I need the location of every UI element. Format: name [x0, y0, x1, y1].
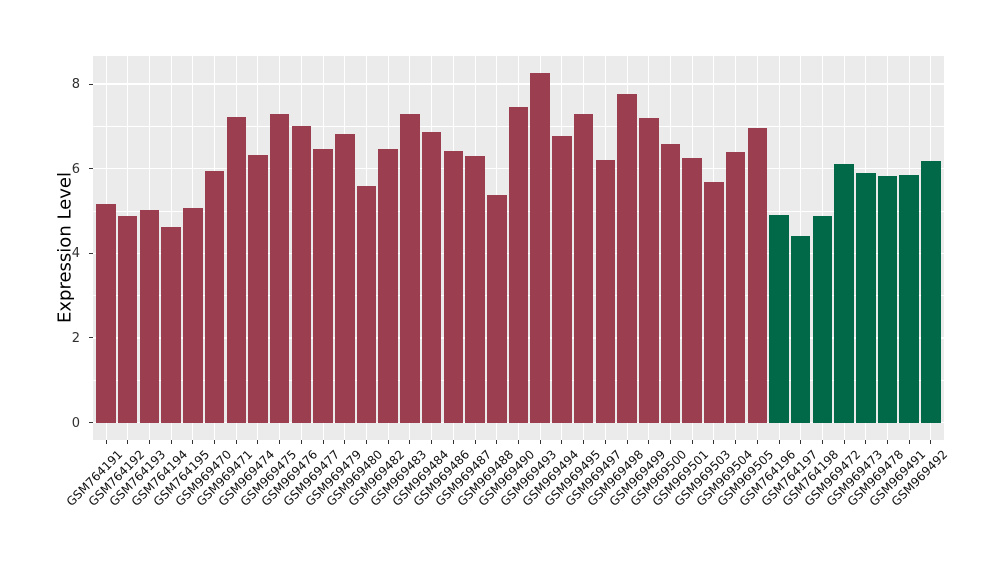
- bar-GSM764197: [790, 235, 811, 423]
- y-tick-mark: [89, 337, 93, 339]
- x-tick-mark: [257, 440, 259, 444]
- bar-GSM764194: [161, 227, 181, 423]
- y-tick-label: 0: [71, 415, 80, 431]
- x-tick-mark: [452, 440, 454, 444]
- x-tick-mark: [930, 440, 932, 444]
- bar-GSM969504: [725, 151, 746, 423]
- x-tick-mark: [127, 440, 129, 444]
- bar-GSM969472: [834, 164, 854, 423]
- bar-GSM969471: [226, 117, 247, 423]
- bar-GSM764191: [96, 203, 116, 423]
- bar-GSM969470: [204, 171, 225, 423]
- x-tick-mark: [148, 440, 150, 444]
- bar-GSM969475: [269, 113, 290, 423]
- bar-GSM764195: [183, 208, 203, 423]
- bar-GSM969478: [877, 175, 898, 423]
- x-tick-mark: [409, 440, 411, 444]
- x-tick-mark: [105, 440, 107, 444]
- x-tick-mark: [821, 440, 823, 444]
- x-tick-mark: [735, 440, 737, 444]
- x-tick-mark: [518, 440, 519, 444]
- x-tick-mark: [604, 440, 606, 444]
- x-tick-mark: [474, 440, 476, 444]
- y-axis-title: Expression Level: [54, 172, 76, 323]
- bar-GSM969499: [638, 117, 659, 423]
- bar-GSM969505: [747, 128, 768, 423]
- bar-GSM969501: [682, 158, 702, 423]
- x-tick-mark: [170, 440, 172, 444]
- x-tick-mark: [648, 440, 650, 444]
- x-tick-mark: [800, 440, 802, 444]
- x-tick-mark: [192, 440, 194, 444]
- gridline-horizontal-major: [93, 421, 944, 424]
- x-tick-mark: [626, 440, 628, 444]
- bar-GSM969482: [378, 148, 398, 423]
- y-tick-label: 2: [71, 330, 80, 346]
- bar-GSM764196: [769, 215, 789, 423]
- x-tick-mark: [691, 440, 693, 444]
- x-tick-mark: [235, 440, 237, 444]
- bar-GSM764193: [139, 210, 160, 423]
- bar-GSM969492: [921, 161, 941, 423]
- x-tick-mark: [887, 440, 889, 444]
- y-tick-mark: [89, 422, 93, 424]
- bar-GSM764198: [812, 215, 833, 423]
- bar-GSM764192: [117, 215, 138, 423]
- gridline-horizontal-major: [93, 83, 944, 85]
- bar-GSM969486: [443, 151, 464, 423]
- x-tick-mark: [583, 440, 585, 444]
- bar-GSM969494: [552, 136, 572, 423]
- x-tick-mark: [300, 440, 302, 444]
- bar-GSM969488: [487, 195, 507, 423]
- x-tick-mark: [865, 440, 867, 444]
- y-tick-mark: [89, 252, 93, 254]
- x-tick-mark: [561, 440, 563, 444]
- bar-GSM969487: [465, 155, 485, 423]
- plot-panel: [93, 56, 944, 440]
- x-tick-mark: [843, 440, 845, 444]
- x-tick-mark: [279, 440, 281, 444]
- bar-GSM969477: [313, 148, 333, 423]
- x-tick-mark: [908, 440, 910, 444]
- bar-GSM969500: [660, 144, 681, 423]
- x-tick-mark: [366, 440, 368, 444]
- y-tick-label: 6: [71, 161, 80, 177]
- x-tick-mark: [322, 440, 324, 444]
- bar-GSM969495: [573, 114, 594, 423]
- bar-GSM969476: [291, 125, 312, 423]
- y-tick-label: 8: [71, 77, 80, 93]
- bar-GSM969480: [356, 186, 377, 423]
- bar-GSM969473: [856, 173, 876, 423]
- y-tick-label: 4: [71, 246, 80, 262]
- x-tick-mark: [669, 440, 671, 444]
- bar-GSM969503: [704, 182, 724, 423]
- x-tick-mark: [713, 440, 715, 444]
- y-tick-mark: [89, 168, 93, 170]
- bar-GSM969491: [899, 175, 920, 423]
- x-tick-mark: [431, 440, 433, 444]
- x-tick-mark: [778, 440, 780, 444]
- bar-GSM969490: [508, 106, 529, 423]
- bar-GSM969483: [400, 114, 420, 423]
- x-tick-mark: [756, 440, 758, 444]
- x-tick-mark: [539, 440, 541, 444]
- x-tick-mark: [387, 440, 389, 444]
- bar-GSM969484: [421, 131, 442, 423]
- bar-GSM969497: [595, 159, 616, 423]
- bar-GSM969498: [617, 93, 637, 423]
- bar-GSM969474: [248, 154, 268, 423]
- bar-GSM969479: [335, 133, 355, 423]
- x-tick-mark: [344, 440, 346, 444]
- bar-GSM969493: [530, 73, 550, 423]
- y-tick-mark: [89, 83, 93, 85]
- x-tick-mark: [214, 440, 216, 444]
- x-tick-mark: [496, 440, 498, 444]
